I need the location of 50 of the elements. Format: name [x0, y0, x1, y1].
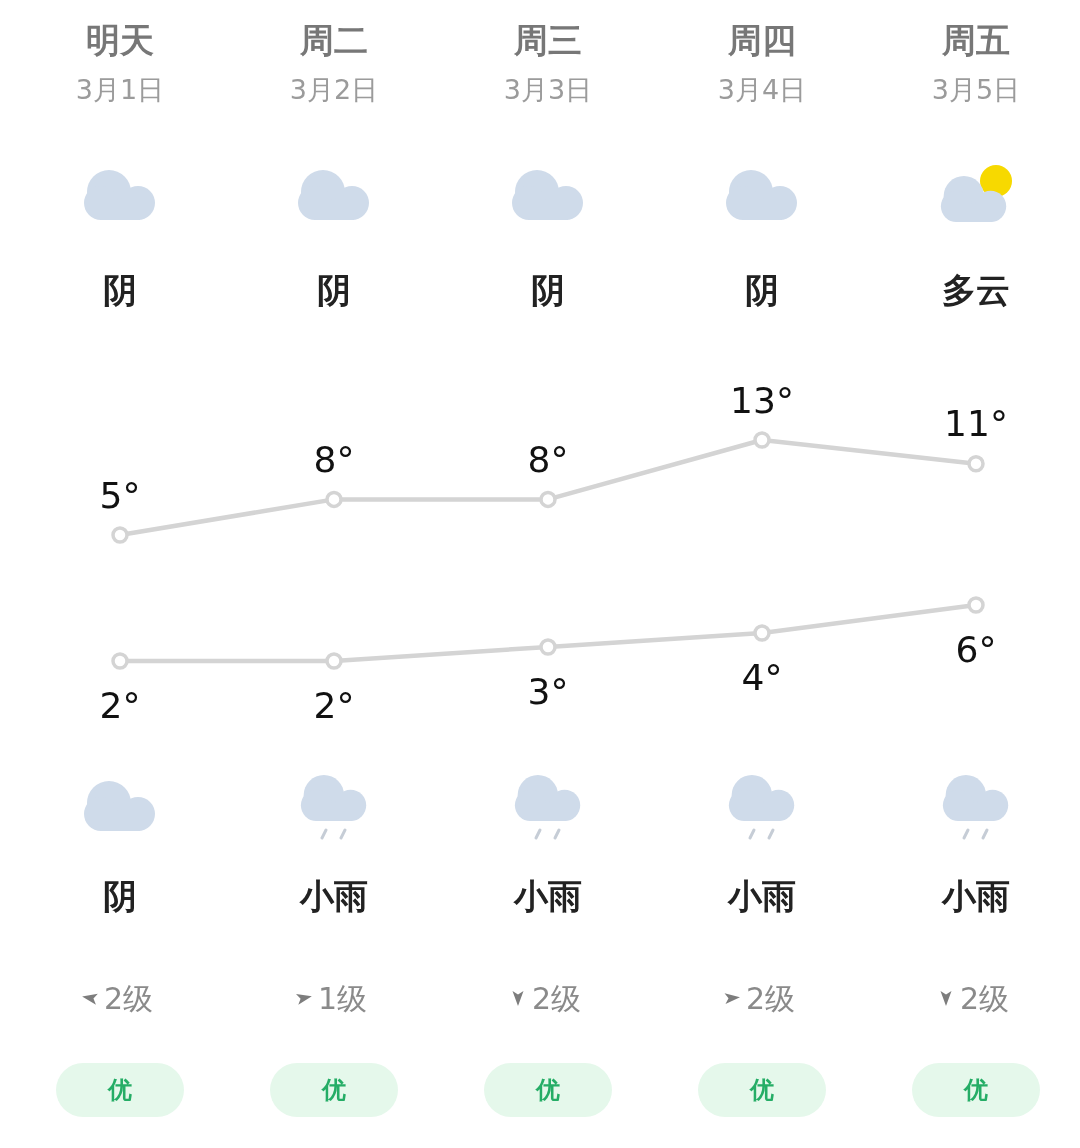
text: 阴 [317, 270, 351, 310]
text: 3月3日 [503, 73, 593, 105]
data-label: 2° [99, 684, 141, 726]
data-label: 8° [313, 438, 355, 480]
data-label: 5° [99, 474, 141, 516]
text: 优 [535, 1076, 560, 1104]
data-label: 2° [313, 684, 355, 726]
text: 小雨 [513, 876, 582, 916]
text: 优 [321, 1076, 346, 1104]
x-tick-label: 周三 [513, 20, 582, 60]
x-tick-label: 明天 [86, 20, 154, 60]
text: 多云 [942, 270, 1010, 310]
text: 优 [107, 1076, 132, 1104]
data-label: 13° [730, 379, 794, 421]
text: 2级 [532, 980, 582, 1016]
point [967, 596, 985, 614]
text: 优 [749, 1076, 774, 1104]
x-tick-label: 周二 [299, 20, 368, 60]
text: 优 [963, 1076, 988, 1104]
data-label: 11° [944, 403, 1008, 445]
text: 1级 [318, 980, 368, 1016]
text: 阴 [103, 270, 137, 310]
text: 阴 [745, 270, 779, 310]
text: 小雨 [941, 876, 1010, 916]
point [539, 638, 557, 656]
text: 2级 [104, 980, 154, 1016]
data-label: 3° [527, 670, 569, 712]
text: 阴 [103, 876, 137, 916]
text: 3月5日 [931, 73, 1021, 105]
point [753, 431, 771, 449]
text: 3月2日 [289, 73, 379, 105]
x-tick-label: 周四 [727, 20, 796, 60]
point [111, 526, 129, 544]
text: 3月4日 [717, 73, 807, 105]
text: 2级 [960, 980, 1010, 1016]
point [111, 652, 129, 670]
point [753, 624, 771, 642]
text: 3月1日 [75, 73, 165, 105]
text: 2级 [746, 980, 796, 1016]
data-label: 8° [527, 438, 569, 480]
point [325, 490, 343, 509]
point [325, 652, 343, 670]
text: 阴 [531, 270, 565, 310]
point [539, 490, 557, 509]
point [967, 455, 985, 473]
text: 小雨 [727, 876, 796, 916]
x-tick-label: 周五 [941, 20, 1010, 60]
data-label: 4° [741, 656, 783, 698]
data-label: 6° [955, 628, 997, 670]
text: 小雨 [299, 876, 368, 916]
